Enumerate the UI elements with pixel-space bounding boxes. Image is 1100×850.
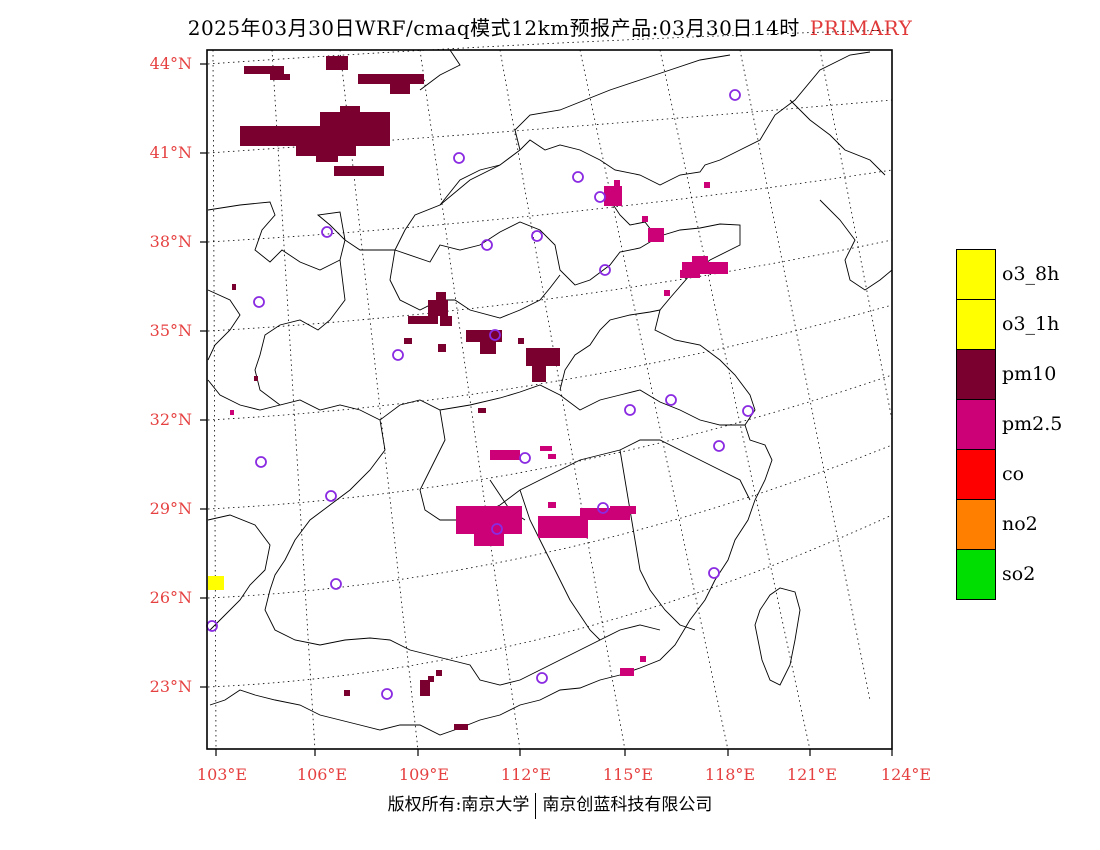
legend-label: o3_1h (1002, 313, 1060, 335)
graticule (207, 29, 893, 751)
legend-label: so2 (1002, 563, 1036, 585)
copyright-left: 版权所有:南京大学 (387, 795, 530, 815)
boundaries (207, 49, 893, 736)
legend-swatch (956, 399, 996, 449)
lat-label-26: 26°N (149, 588, 192, 607)
lon-label-121: 121°E (786, 765, 838, 784)
axis-ticks (200, 63, 893, 756)
legend-label: pm10 (1002, 363, 1057, 385)
legend-swatch (956, 549, 996, 600)
lat-label-38: 38°N (149, 232, 192, 251)
lon-label-106: 106°E (296, 765, 348, 784)
lon-label-118: 118°E (704, 765, 756, 784)
legend-swatch (956, 249, 996, 299)
station-markers (206, 89, 754, 700)
lat-label-32: 32°N (149, 410, 192, 429)
o3-areas (208, 576, 224, 590)
lon-label-112: 112°E (500, 765, 552, 784)
title-main: 2025年03月30日WRF/cmaq模式12km预报产品:03月30日14时 (187, 16, 800, 40)
lon-label-109: 109°E (398, 765, 450, 784)
legend-swatch (956, 449, 996, 499)
lat-label-41: 41°N (149, 143, 192, 162)
lat-label-35: 35°N (149, 321, 192, 340)
legend-label: o3_8h (1002, 263, 1060, 285)
lat-label-44: 44°N (149, 54, 192, 73)
map-frame (206, 49, 893, 750)
footer-separator (535, 792, 537, 819)
legend-label: no2 (1002, 513, 1038, 535)
legend-label: pm2.5 (1002, 413, 1063, 435)
legend-swatch (956, 349, 996, 399)
copyright-footer: 版权所有:南京大学 南京创蓝科技有限公司 (0, 790, 1100, 819)
copyright-right: 南京创蓝科技有限公司 (542, 795, 713, 815)
lon-label-103: 103°E (196, 765, 248, 784)
lat-label-23: 23°N (149, 677, 192, 696)
lon-label-124: 124°E (880, 765, 932, 784)
map-title: 2025年03月30日WRF/cmaq模式12km预报产品:03月30日14时 P… (0, 12, 1100, 41)
legend-swatch (956, 299, 996, 349)
lat-label-29: 29°N (149, 499, 192, 518)
title-tag: PRIMARY (809, 16, 913, 40)
legend-swatch (956, 499, 996, 549)
pm25-areas (230, 180, 728, 676)
legend-label: co (1002, 463, 1025, 485)
lon-label-115: 115°E (602, 765, 654, 784)
